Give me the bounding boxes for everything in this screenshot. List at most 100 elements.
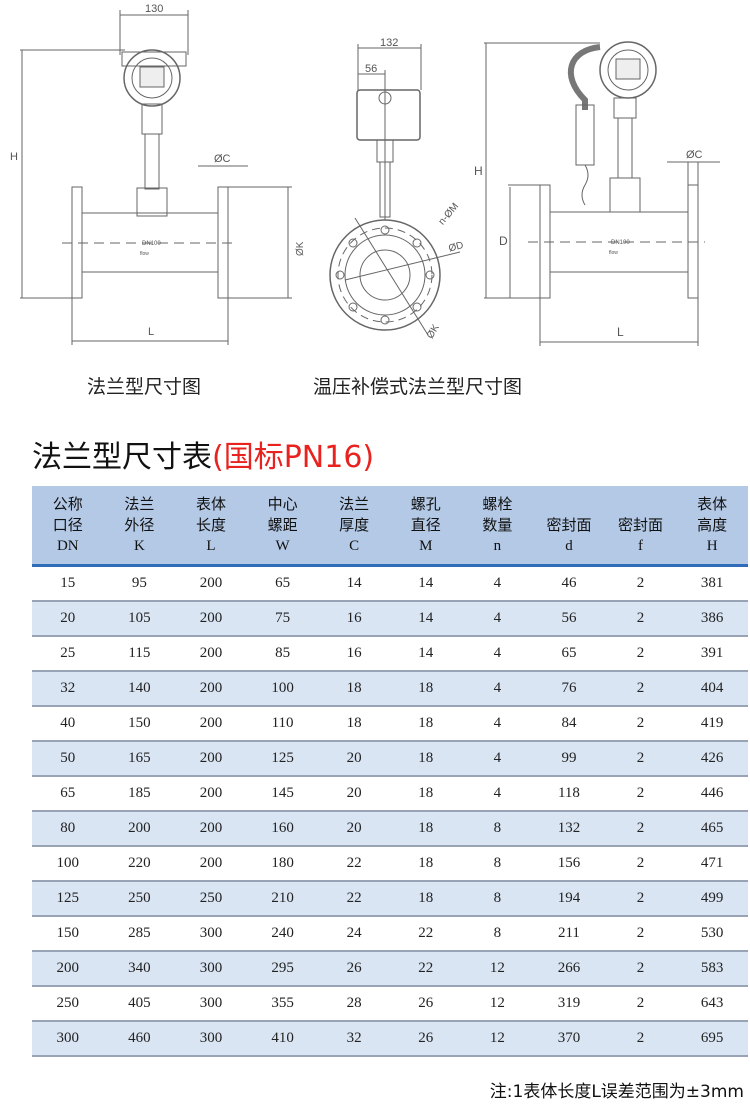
table-cell: 56 [533,601,605,637]
table-row: 200 340 300 295 26 22 12 266 2 583 [32,951,748,987]
table-cell: 266 [533,951,605,987]
table-cell: 46 [533,565,605,602]
table-cell: 2 [604,671,677,707]
header-l1: 表体 [195,494,226,513]
header-l1 [605,494,677,515]
table-cell: 319 [533,986,605,1022]
flow-label: flow [140,251,149,257]
table-cell: 499 [676,881,748,917]
table-cell: 65 [32,776,104,812]
header-sym: d [565,537,573,554]
dim-n-m: n-ØM [437,201,461,227]
header-l1: 螺孔 [410,494,441,513]
table-cell: 32 [318,1021,390,1057]
header-l1: 公称 [52,494,83,513]
table-cell: 132 [533,811,605,847]
table-cell: 2 [604,986,677,1022]
table-cell: 4 [461,706,534,742]
table-cell: 250 [103,881,176,917]
table-cell: 300 [32,1021,104,1057]
column-header: 中心 螺距 W [246,486,319,567]
table-cell: 4 [461,601,534,637]
table-cell: 386 [676,601,748,637]
table-cell: 200 [175,601,247,637]
table-cell: 18 [389,776,462,812]
title-main: 法兰型尺寸表 [32,440,212,475]
table-cell: 300 [175,951,247,987]
table-cell: 355 [246,986,319,1022]
table-cell: 20 [318,741,390,777]
table-cell: 165 [103,741,176,777]
table-cell: 26 [389,986,462,1022]
table-cell: 465 [676,811,748,847]
table-cell: 2 [604,811,677,847]
table-cell: 150 [32,916,104,952]
table-cell: 125 [32,881,104,917]
table-cell: 22 [389,916,462,952]
header-l2: 厚度 [339,515,370,534]
table-cell: 300 [175,916,247,952]
table-cell: 20 [318,811,390,847]
header-sym: W [275,537,290,554]
header-l2: 数量 [482,515,513,534]
column-header: 螺栓 数量 n [461,486,534,567]
table-cell: 99 [533,741,605,777]
dim-k-side: ØK [425,322,442,340]
table-cell: 210 [246,881,319,917]
table-cell: 4 [461,671,534,707]
table-cell: 2 [604,1021,677,1057]
header-sym: K [133,537,145,554]
column-header: 表体 高度 H [676,486,748,567]
table-cell: 22 [318,881,390,917]
compensated-front-drawing: H D DN100 flow ØC L [474,41,720,346]
table-cell: 300 [175,986,247,1022]
table-cell: 18 [389,741,462,777]
table-row: 25 115 200 85 16 14 4 65 2 391 [32,636,748,672]
table-cell: 12 [461,986,534,1022]
table-row: 50 165 200 125 20 18 4 99 2 426 [32,741,748,777]
column-header: 密封面 d [533,486,605,567]
table-cell: 220 [103,846,176,882]
table-cell: 18 [318,671,390,707]
table-cell: 16 [318,636,390,672]
table-cell: 391 [676,636,748,672]
dim-c: ØC [214,153,231,165]
table-cell: 446 [676,776,748,812]
table-cell: 200 [175,671,247,707]
table-row: 40 150 200 110 18 18 4 84 2 419 [32,706,748,742]
table-cell: 14 [389,636,462,672]
flange-type-drawing: 130 H DN100 flow ØC ØK L [10,3,306,345]
table-cell: 32 [32,671,104,707]
table-cell: 15 [32,565,104,602]
table-cell: 26 [389,1021,462,1057]
dimension-drawings: 130 H DN100 flow ØC ØK L 132 56 n-ØM ØD [10,3,720,346]
table-cell: 194 [533,881,605,917]
table-cell: 85 [246,636,319,672]
table-cell: 2 [604,916,677,952]
table-cell: 2 [604,565,677,602]
table-cell: 8 [461,811,534,847]
header-l1: 螺栓 [482,494,513,513]
table-cell: 18 [389,846,462,882]
title-standard: (国标PN16) [212,440,375,475]
table-cell: 240 [246,916,319,952]
table-cell: 115 [103,636,176,672]
table-cell: 185 [103,776,176,812]
table-cell: 8 [461,916,534,952]
table-cell: 2 [604,601,677,637]
table-row: 15 95 200 65 14 14 4 46 2 381 [32,565,748,602]
table-cell: 4 [461,565,534,602]
header-l1: 中心 [267,494,298,513]
column-header: 表体 长度 L [175,486,247,567]
table-cell: 14 [318,565,390,602]
header-sym: H [706,537,718,554]
table-cell: 14 [389,565,462,602]
header-sym: f [638,537,644,554]
column-header: 法兰 外径 K [103,486,176,567]
table-cell: 18 [389,881,462,917]
table-cell: 583 [676,951,748,987]
table-cell: 4 [461,776,534,812]
table-cell: 50 [32,741,104,777]
column-header: 密封面 f [604,486,677,567]
header-l1: 表体 [697,494,728,513]
